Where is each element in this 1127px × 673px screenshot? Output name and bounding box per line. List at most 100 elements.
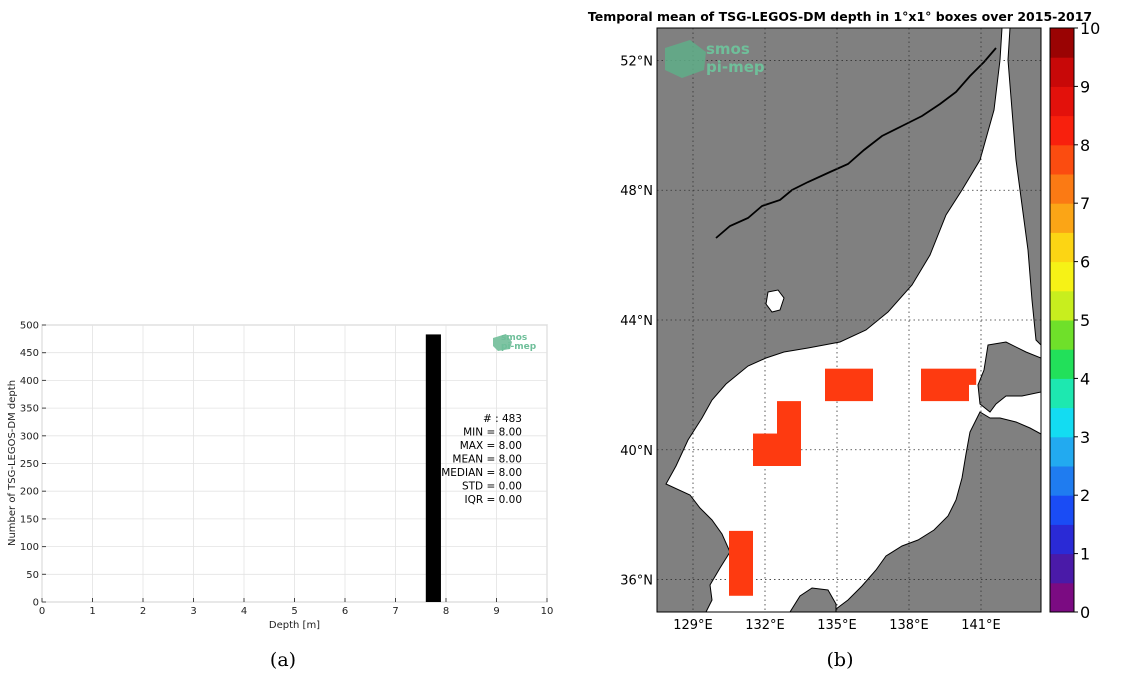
colorbar-tick-label: 1: [1080, 545, 1090, 564]
map-latitude-ticks: 36°N 40°N 44°N 48°N 52°N: [620, 54, 653, 588]
colorbar-tick-label: 7: [1080, 194, 1090, 213]
colorbar-segment: [1050, 57, 1074, 87]
x-tick-label: 3: [190, 606, 196, 617]
smos-logo-icon: [493, 334, 512, 351]
map-heat-cells: [729, 368, 977, 596]
colorbar-segment: [1050, 28, 1074, 58]
stat-line: STD = 0.00: [462, 481, 522, 493]
colorbar-segment: [1050, 86, 1074, 117]
colorbar-segment: [1050, 232, 1074, 263]
stat-line: MEDIAN = 8.00: [441, 467, 522, 479]
latitude-label: 36°N: [620, 574, 653, 589]
colorbar-segment: [1050, 407, 1074, 438]
heat-cell: [729, 530, 753, 596]
x-tick-label: 6: [342, 606, 348, 617]
colorbar-segment: [1050, 378, 1074, 409]
x-tick-label: 7: [392, 606, 398, 617]
histogram-panel: 0 1 2 3 4 5 6 7 8 9 10 0 50 100 150 200 250 300 350 400 450…: [7, 321, 553, 672]
colorbar-ticks: 0 1 2 3 4 5 6 7 8 9 10: [1074, 19, 1100, 622]
y-tick-label: 300: [20, 431, 39, 442]
honshu-island: [831, 411, 1041, 612]
logo-pimep-text-large: pi-mep: [706, 58, 765, 76]
stat-line: IQR = 0.00: [464, 494, 522, 506]
heat-cell: [777, 401, 801, 466]
colorbar-segment: [1050, 553, 1074, 584]
stat-line: # : 483: [483, 413, 522, 425]
y-tick-label: 500: [20, 321, 39, 332]
kyushu-island: [789, 587, 837, 612]
colorbar-tick-label: 9: [1080, 77, 1090, 96]
hokkaido-island: [977, 341, 1041, 413]
histogram-bars: [425, 334, 441, 602]
longitude-label: 135°E: [817, 618, 857, 633]
y-tick-label: 200: [20, 487, 39, 498]
heat-cell: [825, 368, 873, 402]
histogram-bar: [425, 334, 441, 602]
map-panel: Temporal mean of TSG-LEGOS-DM depth in 1…: [588, 9, 1100, 671]
x-tick-label: 5: [291, 606, 297, 617]
colorbar-segment: [1050, 349, 1074, 379]
caption-a: (a): [270, 649, 296, 671]
histogram-grid: [41, 324, 548, 603]
latitude-label: 44°N: [620, 314, 653, 329]
latitude-label: 52°N: [620, 54, 653, 69]
colorbar-segment: [1050, 203, 1074, 233]
longitude-label: 141°E: [961, 618, 1001, 633]
y-tick-label: 0: [33, 598, 39, 609]
colorbar-tick-label: 5: [1080, 311, 1090, 330]
heat-cell: [921, 368, 969, 402]
map-longitude-ticks: 129°E 132°E 135°E 138°E 141°E: [673, 618, 1001, 633]
histogram-x-ticks: 0 1 2 3 4 5 6 7 8 9 10: [39, 598, 554, 617]
colorbar-segment: [1050, 115, 1074, 146]
y-tick-label: 50: [26, 570, 39, 581]
longitude-label: 132°E: [745, 618, 785, 633]
x-tick-label: 1: [89, 606, 95, 617]
y-tick-label: 450: [20, 348, 39, 359]
y-tick-label: 250: [20, 459, 39, 470]
colorbar-tick-label: 10: [1080, 19, 1100, 38]
y-tick-label: 400: [20, 376, 39, 387]
stat-line: MAX = 8.00: [460, 440, 522, 452]
x-tick-label: 10: [541, 606, 554, 617]
colorbar-segment: [1050, 582, 1074, 613]
y-tick-label: 350: [20, 404, 39, 415]
logo-smos-text-large: smos: [706, 40, 750, 58]
latitude-label: 40°N: [620, 444, 653, 459]
colorbar-tick-label: 0: [1080, 603, 1090, 622]
stat-line: MEAN = 8.00: [452, 454, 522, 466]
amur-river: [715, 47, 997, 239]
logo-pimep-text: pi-mep: [501, 342, 537, 352]
histogram-y-ticks: 0 50 100 150 200 250 300 350 400 450 500: [20, 321, 46, 609]
colorbar-tick-label: 2: [1080, 486, 1090, 505]
colorbar-segment: [1050, 466, 1074, 496]
colorbar-segment: [1050, 320, 1074, 350]
colorbar-tick-label: 4: [1080, 369, 1090, 388]
caption-b: (b): [827, 649, 854, 671]
colorbar-segment: [1050, 495, 1074, 525]
colorbar-segment: [1050, 144, 1074, 175]
colorbar: [1049, 27, 1075, 613]
heat-cell: [753, 433, 777, 466]
x-tick-label: 4: [241, 606, 247, 617]
longitude-label: 138°E: [889, 618, 929, 633]
smos-logo-large: smos pi-mep: [665, 40, 765, 78]
stat-line: MIN = 8.00: [463, 427, 522, 439]
colorbar-segment: [1050, 524, 1074, 555]
x-tick-label: 8: [443, 606, 449, 617]
logo-smos-text: smos: [501, 333, 527, 343]
x-tick-label: 2: [140, 606, 146, 617]
colorbar-segment: [1050, 261, 1074, 292]
histogram-y-label: Number of TSG-LEGOS-DM depth: [7, 380, 18, 546]
map-grid: [657, 28, 1041, 612]
y-tick-label: 100: [20, 542, 39, 553]
map-title: Temporal mean of TSG-LEGOS-DM depth in 1…: [588, 9, 1092, 24]
longitude-label: 129°E: [673, 618, 713, 633]
colorbar-tick-label: 8: [1080, 136, 1090, 155]
colorbar-tick-label: 6: [1080, 253, 1090, 272]
latitude-label: 48°N: [620, 184, 653, 199]
colorbar-segment: [1050, 290, 1074, 321]
x-tick-label: 0: [39, 606, 45, 617]
smos-logo-small: smos pi-mep: [493, 333, 537, 352]
